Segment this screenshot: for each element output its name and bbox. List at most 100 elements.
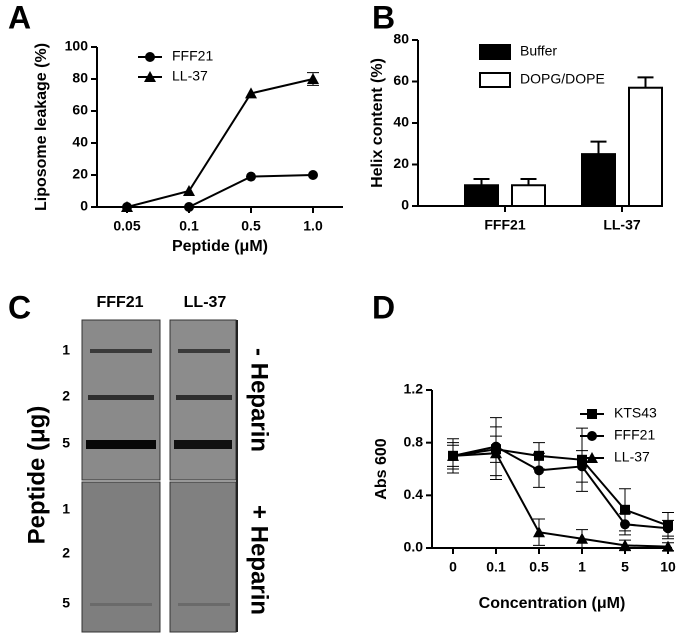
line <box>452 452 669 548</box>
x-tick-label: 0 <box>449 559 457 575</box>
error-bar <box>637 76 654 88</box>
marker <box>245 87 257 99</box>
y-tick-label: 40 <box>393 114 409 130</box>
line <box>127 174 314 208</box>
x-axis-label: Peptide (μM) <box>172 238 268 255</box>
marker <box>586 452 598 463</box>
marker <box>619 539 631 551</box>
legend-label: FFF21 <box>614 427 655 443</box>
y-axis-label: Helix content (%) <box>369 58 386 188</box>
row-label: 5 <box>62 435 70 451</box>
error-bar <box>473 178 490 186</box>
column-label: FFF21 <box>96 294 143 311</box>
x-tick-label: 0.5 <box>529 559 549 575</box>
marker <box>662 540 674 552</box>
y-tick-label: 80 <box>72 70 88 86</box>
blot-lane <box>169 481 237 633</box>
bar <box>628 86 663 207</box>
x-tick-label: 0.1 <box>486 559 506 575</box>
x-tick-label: 1 <box>578 559 586 575</box>
y-axis-label: Abs 600 <box>373 438 390 499</box>
legend-label: FFF21 <box>172 48 213 64</box>
y-tick-label: 0 <box>401 197 409 213</box>
panel-label: A <box>8 0 31 35</box>
y-tick-label: 0.8 <box>404 433 424 449</box>
marker <box>663 523 673 534</box>
band <box>178 349 230 353</box>
x-tick-label: 5 <box>621 559 629 575</box>
y-tick-label: 0.0 <box>404 539 424 555</box>
error-bar <box>520 178 537 186</box>
blot: C FFF21 LL-37 1 2 5 1 2 5 Peptide (μg) -… <box>8 289 273 633</box>
band <box>174 440 232 449</box>
marker <box>587 409 597 419</box>
x-tick-label: 1.0 <box>303 218 323 234</box>
line <box>452 448 669 527</box>
marker <box>308 170 318 180</box>
y-tick-label: 20 <box>72 166 88 182</box>
row-label: 1 <box>62 501 70 517</box>
legend-label: LL-37 <box>172 68 208 84</box>
x-tick-label: 0.5 <box>241 218 261 234</box>
bar <box>464 184 499 207</box>
y-tick-label: 1.2 <box>404 381 424 397</box>
chart: D 0.0 0.4 0.8 1.2 0 0.1 0.5 1 5 10 Abs 600 Concentra… <box>372 289 676 612</box>
bar <box>581 153 616 207</box>
marker <box>447 449 459 461</box>
y-tick-label: 40 <box>72 134 88 150</box>
x-tick-label: 0.05 <box>113 218 140 234</box>
legend-label: Buffer <box>520 43 557 59</box>
panel-label: D <box>372 289 395 325</box>
divider <box>236 320 238 632</box>
marker <box>576 532 588 544</box>
row-group-label: + Heparin <box>246 505 273 615</box>
y-tick-label: 80 <box>393 31 409 47</box>
row-group-label: - Heparin <box>246 348 273 452</box>
x-axis-label: Concentration (μM) <box>479 595 626 612</box>
marker <box>490 447 502 459</box>
y-tick-label: 0.4 <box>404 486 424 502</box>
band <box>178 603 230 606</box>
blot-lane <box>81 481 161 633</box>
marker <box>183 185 195 196</box>
row-label: 2 <box>62 388 70 404</box>
x-tick-label: LL-37 <box>603 217 641 233</box>
legend-label: KTS43 <box>614 405 657 421</box>
marker <box>307 73 319 84</box>
marker <box>145 52 155 62</box>
panel-label: B <box>372 0 395 35</box>
marker <box>577 461 587 472</box>
row-label: 5 <box>62 595 70 611</box>
line <box>452 445 669 530</box>
y-tick-label: 60 <box>72 102 88 118</box>
x-tick-label: 10 <box>660 559 676 575</box>
marker <box>620 504 630 515</box>
x-tick-label: 0.1 <box>179 218 199 234</box>
marker <box>246 171 256 182</box>
y-tick-label: 0 <box>80 198 88 214</box>
y-axis-label: Liposome leakage (%) <box>33 43 50 211</box>
legend-label: LL-37 <box>614 449 650 465</box>
marker <box>184 202 194 212</box>
band <box>86 440 156 449</box>
band <box>90 349 152 353</box>
legend-swatch <box>479 44 511 60</box>
band <box>90 603 152 606</box>
bar <box>511 184 546 207</box>
band <box>176 395 232 400</box>
legend-swatch <box>479 72 511 88</box>
chart: B 0 20 40 60 80 FFF21 LL-37 Helix content (%) Buf… <box>369 0 663 233</box>
legend-label: DOPG/DOPE <box>520 71 605 87</box>
y-tick-label: 60 <box>393 72 409 88</box>
marker <box>144 71 156 82</box>
y-axis-label: Peptide (μg) <box>23 406 50 545</box>
x-tick-label: FFF21 <box>484 217 525 233</box>
error-bar <box>590 140 607 155</box>
marker <box>534 465 544 476</box>
y-tick-label: 20 <box>393 155 409 171</box>
row-label: 1 <box>62 342 70 358</box>
y-tick-label: 100 <box>65 38 89 54</box>
chart: A 0 20 40 60 80 100 0.05 0.1 0.5 1.0 Liposome leaka… <box>8 0 343 255</box>
marker <box>121 201 133 212</box>
